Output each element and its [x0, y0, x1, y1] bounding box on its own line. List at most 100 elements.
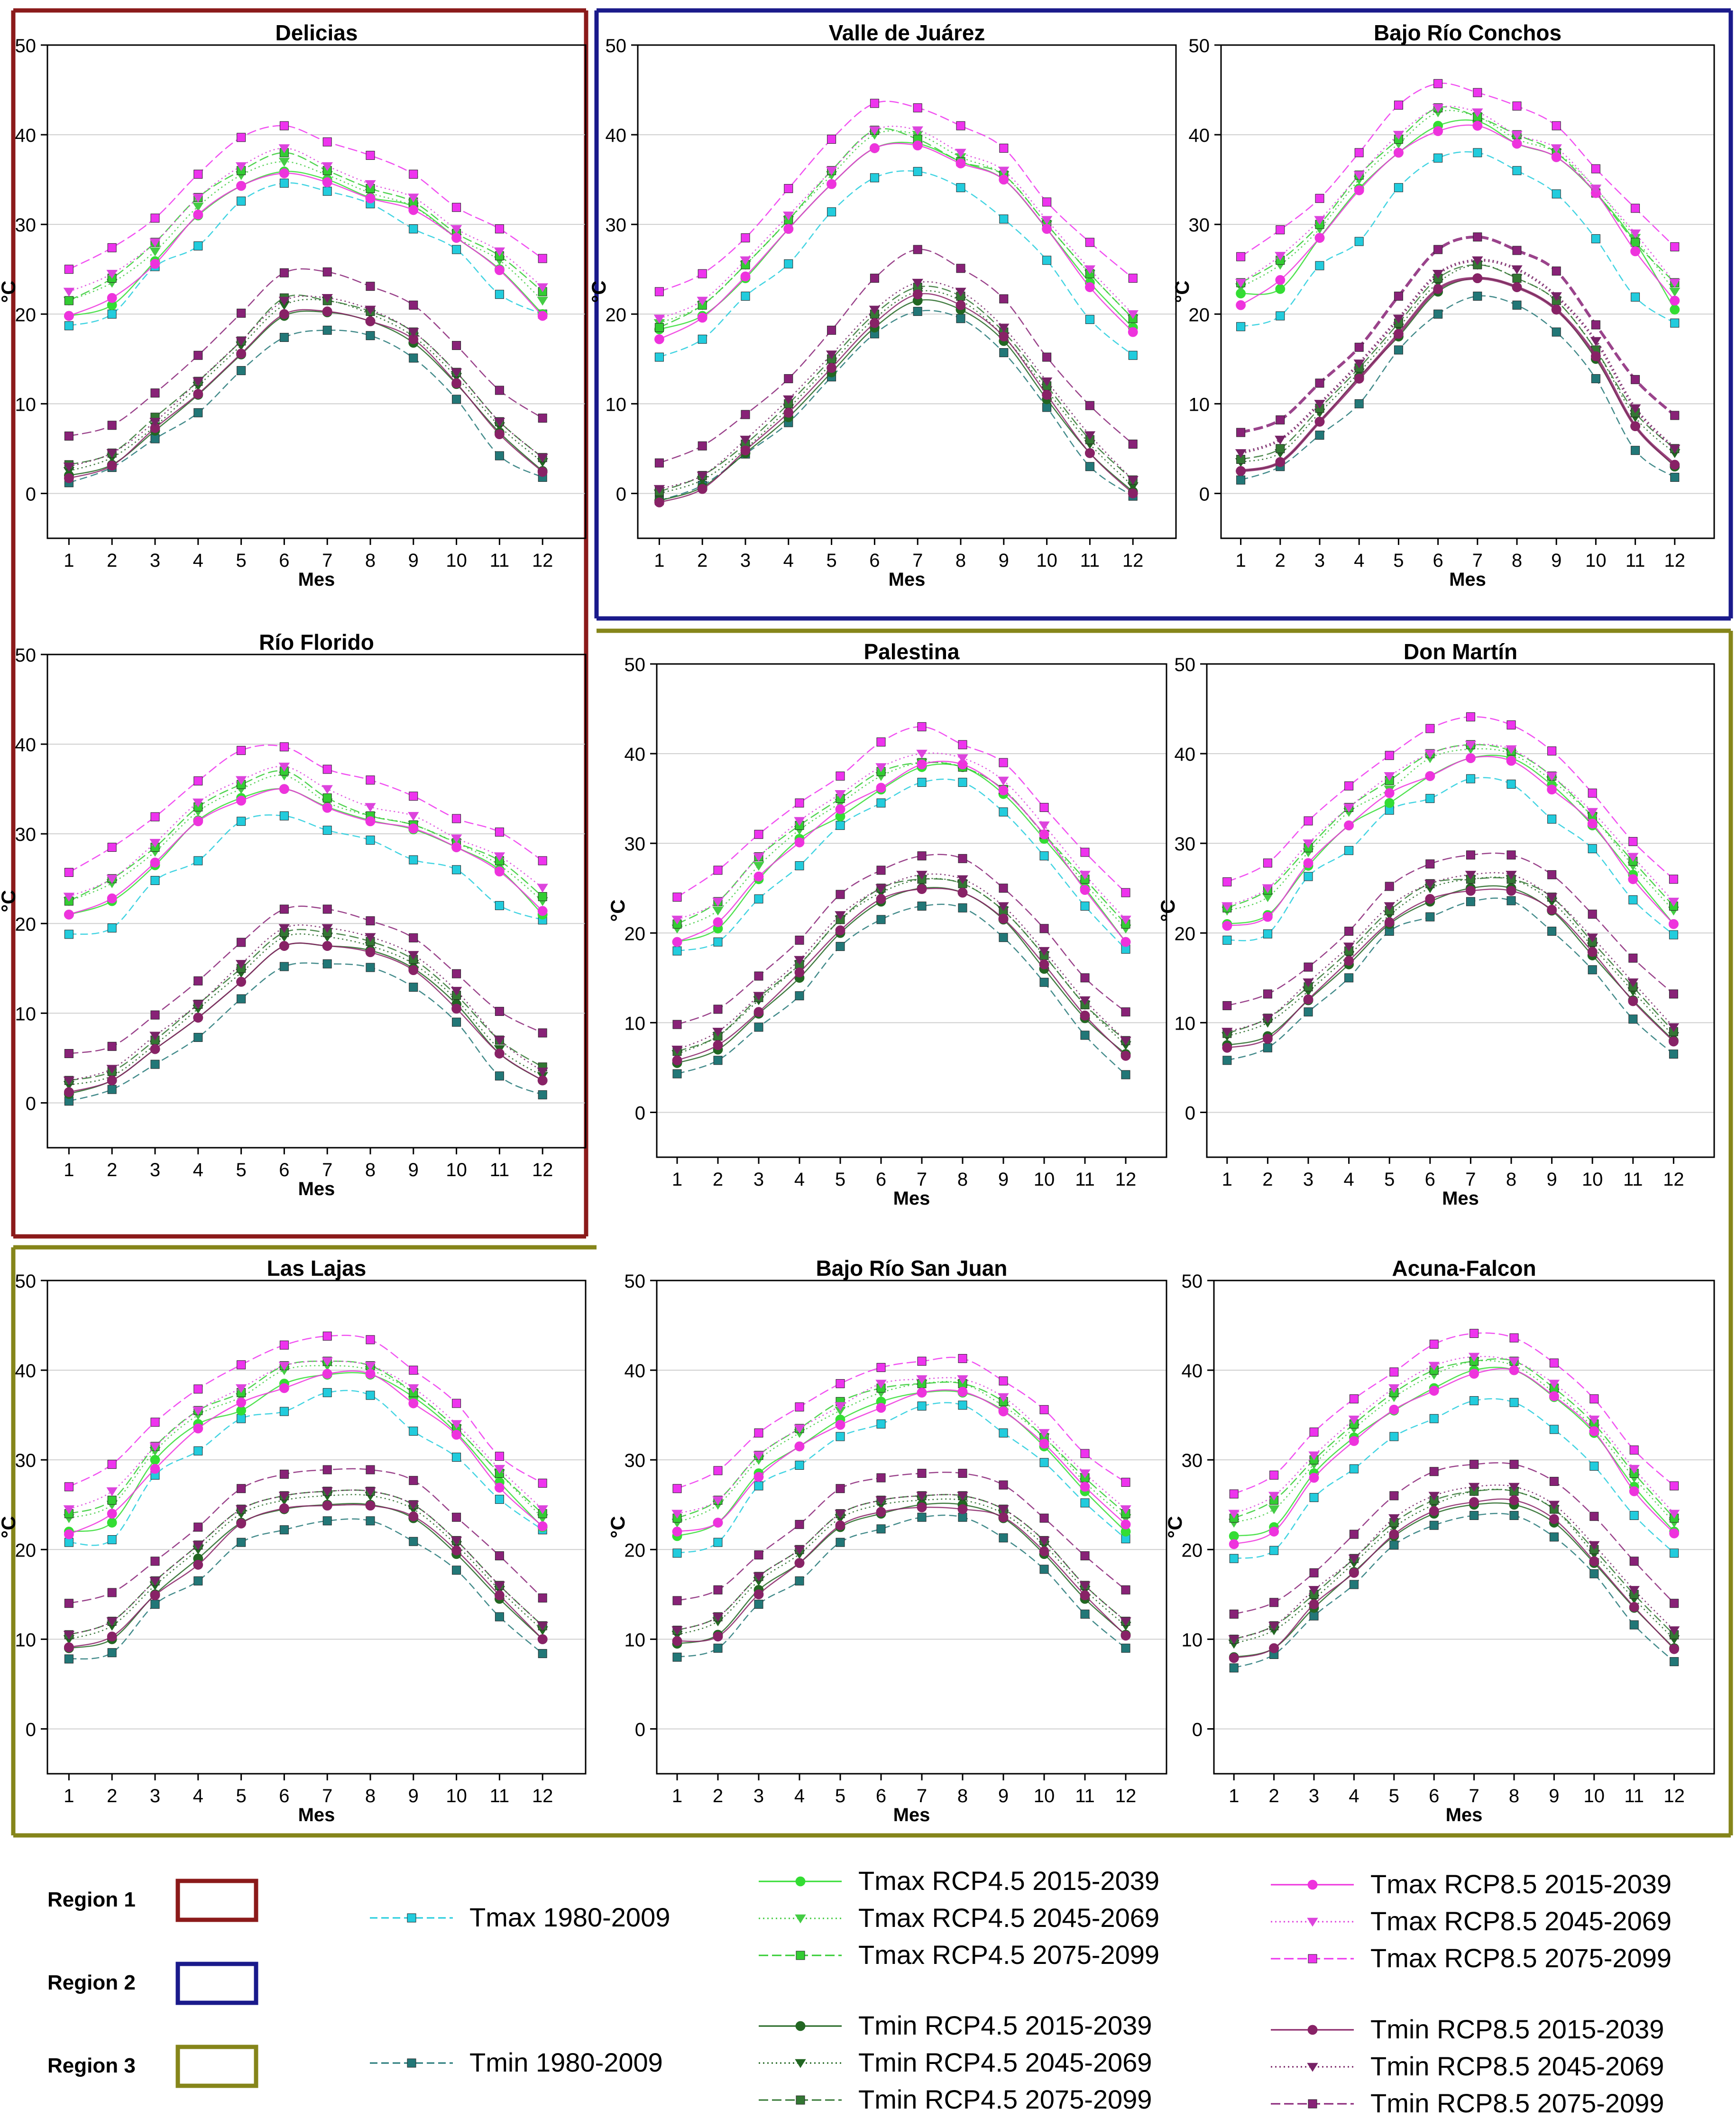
- point-tmin_85_3-m7: [1470, 1460, 1479, 1469]
- point-tmax_85_1-m7: [1469, 1369, 1479, 1379]
- point-tmin_85_2-m7: [321, 924, 333, 933]
- point-tmin_85_3-m4: [193, 1522, 203, 1532]
- x-tick-label: 4: [193, 1160, 203, 1180]
- point-tmin_85_1-m8: [1509, 1495, 1519, 1505]
- point-tmin_85_3-m9: [999, 884, 1008, 893]
- point-tmin_85_2-m12: [1120, 1617, 1131, 1627]
- point-tmax_85_2-m3: [1314, 216, 1325, 225]
- point-tmin_hist-m12: [1670, 1657, 1679, 1667]
- point-tmin_85_2-m11: [494, 1036, 505, 1045]
- point-tmin_hist-m4: [795, 991, 804, 1001]
- x-tick-label: 1: [1235, 550, 1246, 571]
- point-tmin_hist-m1: [672, 1069, 682, 1078]
- point-tmax_85_1-m12: [1670, 295, 1680, 306]
- point-tmin_85_2-m10: [1589, 1541, 1600, 1550]
- legend-marker: [407, 2058, 416, 2068]
- series-tmin_45_1: [1236, 273, 1680, 476]
- point-tmax_85_1-m8: [957, 1387, 968, 1397]
- y-axis-label: °C: [1164, 1516, 1186, 1538]
- point-tmin_hist-m5: [237, 994, 246, 1004]
- point-tmax_85_3-m12: [1670, 242, 1680, 251]
- point-tmin_85_1-m9: [1549, 1514, 1559, 1524]
- point-tmax_85_2-m2: [1262, 884, 1274, 894]
- x-tick-label: 9: [408, 550, 419, 571]
- point-tmax_hist-m8: [958, 778, 967, 787]
- y-tick-label: 0: [1192, 1719, 1203, 1740]
- point-tmax_85_2-m1: [671, 915, 683, 925]
- point-tmax_85_1-m6: [279, 168, 289, 178]
- point-tmin_85_3-m9: [409, 1476, 418, 1485]
- point-tmin_85_3-m2: [713, 1004, 723, 1014]
- legend-entry-tmax_45_3: Tmax RCP4.5 2075-2099: [759, 1940, 1159, 1970]
- point-tmax_85_1-m9: [998, 785, 1009, 796]
- point-tmax_85_2-m11: [494, 852, 505, 861]
- point-tmin_hist-m6: [1425, 912, 1435, 921]
- point-tmax_85_3-m8: [366, 151, 375, 160]
- point-tmin_85_2-m7: [321, 1487, 333, 1496]
- series-line-tmin_45_3: [69, 1489, 543, 1636]
- point-tmin_85_2-m2: [712, 1028, 724, 1037]
- series-tmin_85_1: [64, 941, 548, 1097]
- point-tmin_85_3-m3: [1304, 962, 1313, 972]
- point-tmin_hist-m10: [1039, 1565, 1049, 1574]
- legend-entry-tmin_hist: Tmin 1980-2009: [370, 2047, 663, 2077]
- point-tmin_85_2-m7: [916, 1492, 928, 1501]
- point-tmin_hist-m12: [1121, 1643, 1130, 1653]
- point-tmin_85_3-m6: [279, 1469, 289, 1479]
- point-tmin_85_1-m2: [1263, 1034, 1273, 1044]
- point-tmax_85_2-m1: [63, 287, 75, 297]
- point-tmax_85_3-m11: [1629, 1445, 1639, 1455]
- point-tmax_85_1-m2: [1275, 275, 1286, 285]
- point-tmax_85_2-m5: [826, 166, 837, 176]
- point-tmin_85_2-m7: [321, 294, 333, 303]
- point-tmin_85_3-m3: [150, 1010, 160, 1020]
- series-line-tmax_85_3: [1227, 716, 1674, 883]
- point-tmin_hist-m12: [538, 1649, 547, 1658]
- x-axis-label: Mes: [893, 1805, 930, 1825]
- series-line-tmax_hist: [659, 170, 1133, 358]
- series-tmin_85_2: [1228, 1483, 1680, 1644]
- point-tmax_85_1-m8: [365, 193, 376, 203]
- x-tick-label: 2: [107, 1786, 117, 1806]
- series-tmin_85_1: [1229, 1495, 1680, 1663]
- x-tick-label: 5: [835, 1169, 845, 1190]
- series-line-tmin_85_3: [1233, 1462, 1675, 1615]
- point-tmin_85_1-m1: [1222, 1042, 1232, 1053]
- point-tmin_85_2-m3: [149, 1577, 161, 1586]
- point-tmax_85_1-m6: [876, 1403, 886, 1413]
- point-tmin_85_1-m3: [150, 1590, 160, 1601]
- point-tmax_85_3-m5: [237, 133, 246, 142]
- x-tick-label: 10: [1034, 1786, 1055, 1806]
- series-tmin_85_1: [672, 884, 1131, 1066]
- point-tmax_85_2-m3: [1308, 1451, 1320, 1461]
- point-tmin_hist-m11: [495, 1612, 504, 1621]
- point-tmax_85_1-m1: [672, 937, 682, 947]
- point-tmax_85_1-m12: [1669, 1528, 1680, 1539]
- panel-title: Las Lajas: [267, 1256, 367, 1281]
- point-tmin_85_2-m2: [1275, 435, 1286, 445]
- x-tick-label: 11: [1626, 550, 1645, 571]
- legend-marker: [1307, 1879, 1318, 1890]
- x-tick-label: 3: [753, 1169, 764, 1190]
- series-line-tmax_45_1: [69, 788, 543, 915]
- point-tmin_hist-m7: [917, 1512, 927, 1522]
- point-tmax_85_2-m2: [106, 269, 118, 279]
- point-tmax_85_1-m10: [1039, 829, 1049, 839]
- x-tick-label: 6: [279, 1786, 289, 1806]
- point-tmax_85_3-m7: [322, 765, 332, 774]
- point-tmin_hist-m2: [713, 1643, 723, 1653]
- series-line-tmax_45_3: [1240, 106, 1675, 284]
- point-tmin_hist-m1: [672, 1652, 682, 1662]
- series-tmax_hist: [1236, 148, 1680, 332]
- panel-title: Río Florido: [259, 630, 374, 654]
- series-tmin_hist: [1229, 1511, 1679, 1673]
- point-tmin_85_2-m4: [794, 956, 805, 965]
- legend-label: Tmin RCP4.5 2015-2039: [858, 2010, 1152, 2040]
- series-line-tmax_85_3: [659, 101, 1134, 293]
- x-tick-label: 2: [697, 550, 707, 571]
- point-tmin_hist-m5: [237, 1538, 246, 1547]
- point-tmax_85_1-m3: [150, 1464, 160, 1474]
- point-tmin_85_3-m9: [1552, 267, 1561, 276]
- point-tmin_85_3-m1: [672, 1020, 682, 1029]
